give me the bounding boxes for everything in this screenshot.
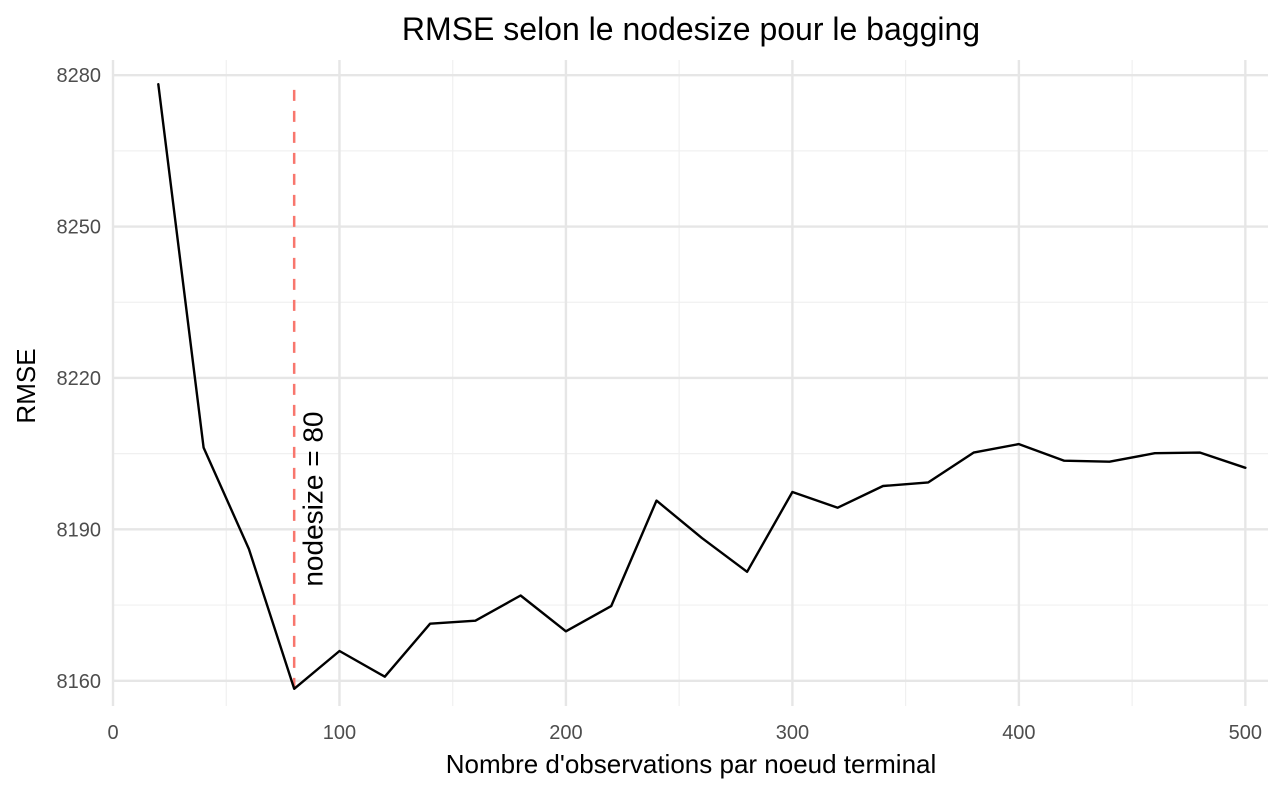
- x-tick-label: 0: [107, 722, 118, 744]
- series-layer: [157, 82, 1247, 690]
- x-axis-label: Nombre d'observations par noeud terminal: [446, 749, 937, 779]
- major-gridlines: [111, 60, 1268, 706]
- x-axis-ticks: 0 100 200 300 400 500: [107, 722, 1262, 744]
- minor-gridlines: [113, 60, 1268, 706]
- y-tick-label: 8220: [57, 368, 102, 390]
- y-tick-label: 8280: [57, 65, 102, 87]
- y-axis-label: RMSE: [11, 348, 41, 423]
- x-tick-label: 200: [549, 722, 582, 744]
- rmse-series-line: [157, 82, 1247, 690]
- y-tick-label: 8190: [57, 519, 102, 541]
- y-tick-label: 8250: [57, 217, 102, 239]
- x-tick-label: 300: [776, 722, 809, 744]
- y-axis-ticks: 8160 8190 8220 8250 8280: [57, 65, 102, 693]
- chart-title: RMSE selon le nodesize pour le bagging: [402, 11, 980, 47]
- x-tick-label: 500: [1229, 722, 1262, 744]
- y-tick-label: 8160: [57, 671, 102, 693]
- nodesize-annotation: nodesize = 80: [297, 412, 328, 587]
- x-tick-label: 400: [1002, 722, 1035, 744]
- x-tick-label: 100: [323, 722, 356, 744]
